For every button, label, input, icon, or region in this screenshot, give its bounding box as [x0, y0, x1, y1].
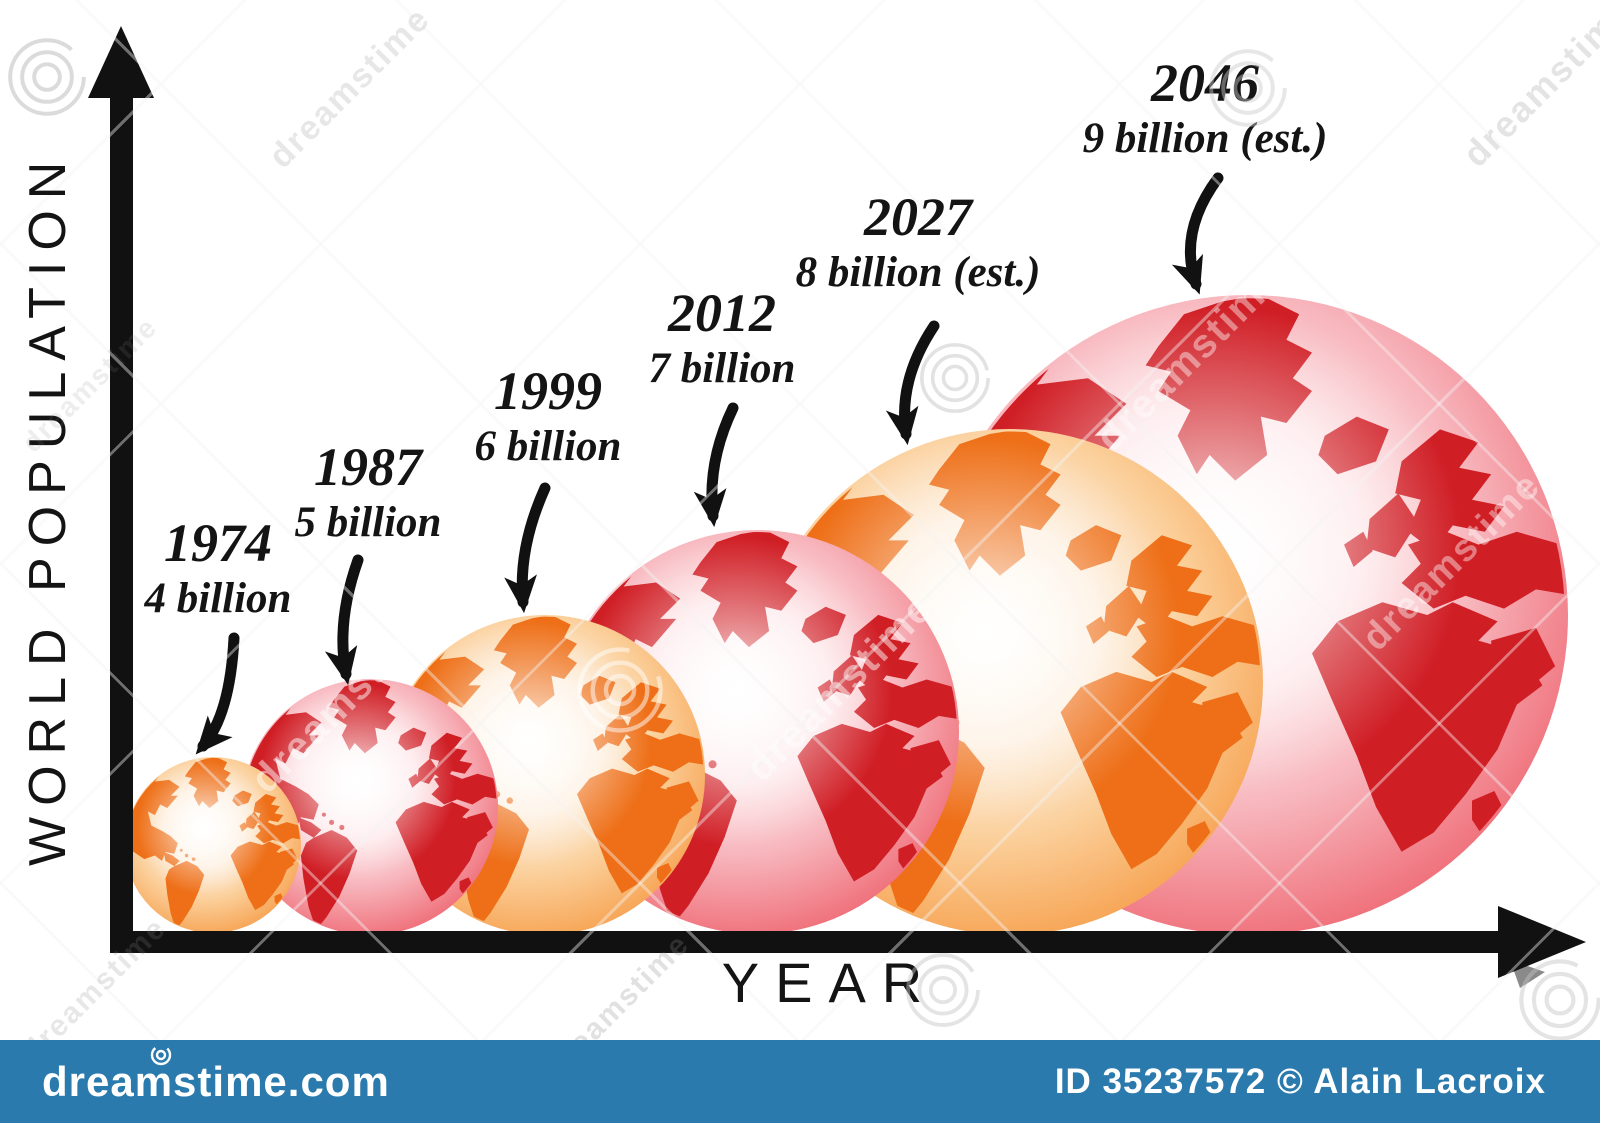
arrow-2046	[1171, 172, 1224, 295]
dreamstime-spiral-icon	[150, 1044, 172, 1065]
arrow-2012	[693, 402, 739, 528]
year-text: 2027	[864, 187, 972, 247]
population-text: 4 billion	[144, 575, 292, 623]
population-text: 6 billion	[474, 423, 622, 471]
x-axis	[110, 906, 1586, 988]
arrow-1999	[504, 482, 551, 614]
y-axis	[88, 26, 154, 953]
dreamstime-logo: dreamstime.com	[42, 1044, 390, 1106]
population-text: 5 billion	[294, 499, 442, 547]
year-text: 1987	[314, 437, 422, 497]
y-axis-arrowhead	[88, 26, 154, 98]
globe-highlight	[242, 679, 498, 935]
year-text: 2012	[668, 283, 776, 343]
x-axis-arrowhead	[1498, 906, 1586, 978]
data-point-label-2012: 2012 7 billion	[442, 283, 1002, 393]
dreamstime-logo-text: dreamstime.com	[42, 1057, 390, 1105]
population-text: 9 billion (est.)	[1082, 115, 1328, 163]
x-axis-title: YEAR	[721, 951, 939, 1014]
year-text: 2046	[1151, 53, 1259, 113]
data-point-label-1987: 1987 5 billion	[88, 437, 648, 547]
arrow-1987	[324, 554, 364, 686]
globe-1987	[242, 679, 498, 935]
population-text: 7 billion	[648, 345, 796, 393]
data-point-label-2027: 2027 8 billion (est.)	[638, 187, 1198, 297]
arrows-layer	[195, 172, 1224, 755]
watermark-bar: dreamstime.com ID 35237572 © Alain Lacro…	[0, 1040, 1600, 1123]
year-text: 1999	[494, 361, 602, 421]
globe-highlight	[125, 757, 301, 933]
year-text: 1974	[164, 513, 272, 573]
arrow-2027	[885, 320, 940, 446]
data-point-label-1999: 1999 6 billion	[268, 361, 828, 471]
data-point-label-1974: 1974 4 billion	[0, 513, 498, 623]
globe-1974	[125, 757, 301, 933]
image-credit: ID 35237572 © Alain Lacroix	[1054, 1061, 1546, 1101]
population-text: 8 billion (est.)	[795, 249, 1041, 297]
arrow-1974	[195, 632, 240, 755]
data-point-label-2046: 2046 9 billion (est.)	[925, 53, 1485, 163]
